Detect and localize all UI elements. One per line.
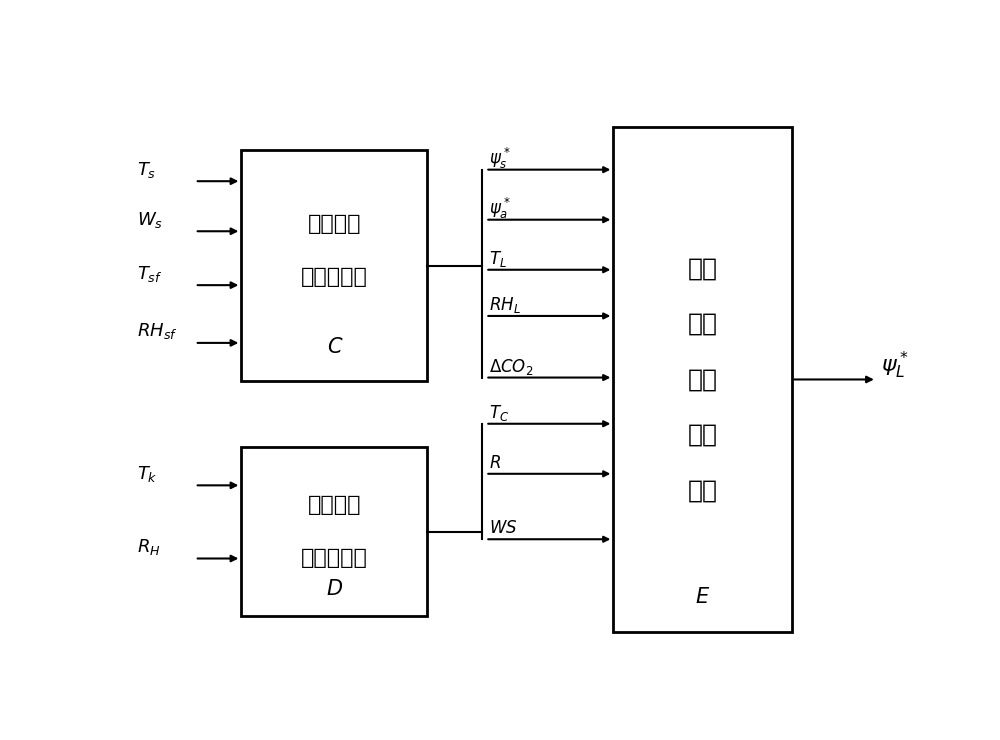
Text: $\psi_s^*$: $\psi_s^*$ [489, 147, 511, 172]
Text: $\psi_L^*$: $\psi_L^*$ [881, 350, 909, 381]
Text: $T_s$: $T_s$ [137, 160, 156, 180]
Text: $T_k$: $T_k$ [137, 464, 157, 484]
Text: $R_H$: $R_H$ [137, 537, 160, 557]
Text: 大气水势: 大气水势 [308, 494, 361, 514]
Bar [613, 127, 792, 632]
Text: $\Delta CO_2$: $\Delta CO_2$ [489, 357, 534, 377]
Text: 叶水: 叶水 [687, 312, 717, 336]
Text: 模块: 模块 [687, 478, 717, 502]
Text: $RH_{sf}$: $RH_{sf}$ [137, 321, 177, 341]
Text: $T_C$: $T_C$ [489, 403, 509, 423]
Text: $W_s$: $W_s$ [137, 209, 163, 229]
Text: $\psi_a^*$: $\psi_a^*$ [489, 196, 511, 221]
Bar [241, 447, 427, 616]
Text: 土壤水势: 土壤水势 [308, 214, 361, 234]
Text: 软测量模块: 软测量模块 [301, 548, 368, 568]
Text: $T_{sf}$: $T_{sf}$ [137, 263, 162, 283]
Text: 软测量模块: 软测量模块 [301, 267, 368, 287]
Text: $RH_L$: $RH_L$ [489, 295, 521, 315]
Text: 势软: 势软 [687, 368, 717, 391]
Text: C: C [327, 337, 342, 357]
Bar [241, 150, 427, 381]
Text: $R$: $R$ [489, 454, 501, 472]
Text: E: E [696, 587, 709, 607]
Text: 作物: 作物 [687, 257, 717, 280]
Text: $T_L$: $T_L$ [489, 249, 507, 269]
Text: 测量: 测量 [687, 423, 717, 447]
Text: D: D [326, 579, 342, 599]
Text: $WS$: $WS$ [489, 519, 518, 537]
